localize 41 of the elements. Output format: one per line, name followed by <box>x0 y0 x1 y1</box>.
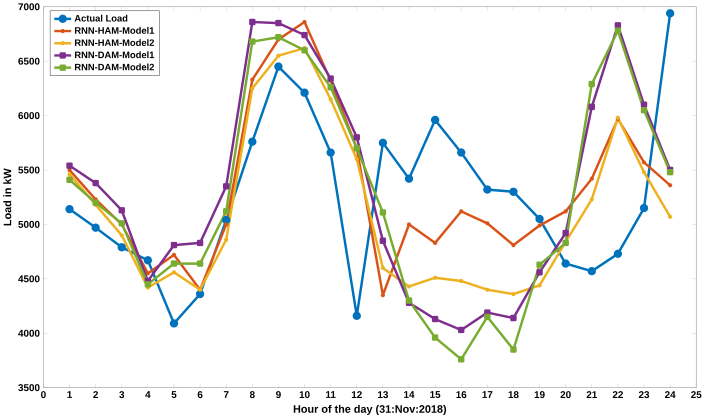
x-tick-label: 23 <box>638 391 650 398</box>
y-tick-label: 5000 <box>18 220 40 228</box>
x-tick-label: 25 <box>691 391 702 398</box>
x-tick-label: 19 <box>534 391 545 398</box>
x-tick-label: 2 <box>93 391 98 398</box>
x-tick-label: 20 <box>560 391 571 398</box>
y-tick-label: 4000 <box>18 330 40 337</box>
y-tick-label: 6000 <box>18 112 40 119</box>
x-tick-label: 12 <box>352 391 362 398</box>
legend-label: RNN-DAM-Model1 <box>74 51 154 58</box>
x-tick-label: 14 <box>404 391 414 398</box>
x-tick-label: 10 <box>300 391 310 398</box>
x-tick-label: 18 <box>508 391 519 398</box>
y-tick-label: 6500 <box>18 58 40 65</box>
x-tick-label: 1 <box>67 391 72 398</box>
x-tick-label: 5 <box>172 391 176 398</box>
x-tick-label: 11 <box>326 391 336 398</box>
legend-label: RNN-DAM-Model2 <box>74 63 154 70</box>
y-axis-title: Load in kW <box>3 168 12 226</box>
legend-label: RNN-HAM-Model2 <box>74 38 154 46</box>
x-tick-label: 3 <box>119 391 124 398</box>
y-tick-label: 3500 <box>18 384 40 392</box>
x-tick-label: 6 <box>198 391 202 398</box>
legend-label: Actual Load <box>74 14 128 22</box>
x-tick-label: 13 <box>378 391 388 398</box>
x-tick-label: 22 <box>612 391 623 398</box>
x-tick-label: 0 <box>41 391 46 398</box>
y-tick-label: 5500 <box>18 166 40 174</box>
x-tick-label: 15 <box>430 391 440 398</box>
y-tick-label: 4500 <box>18 275 40 282</box>
x-tick-label: 17 <box>482 391 492 398</box>
y-tick-label: 7000 <box>18 3 40 10</box>
legend-label: RNN-HAM-Model1 <box>74 26 154 34</box>
x-tick-label: 24 <box>664 391 676 398</box>
x-tick-label: 8 <box>250 391 255 398</box>
x-axis-title: Hour of the day (31:Nov:2018) <box>294 404 446 415</box>
x-tick-label: 21 <box>586 391 597 398</box>
x-tick-label: 16 <box>456 391 466 398</box>
x-tick-label: 7 <box>224 391 229 398</box>
x-tick-label: 4 <box>145 391 151 398</box>
x-tick-label: 9 <box>276 391 281 398</box>
